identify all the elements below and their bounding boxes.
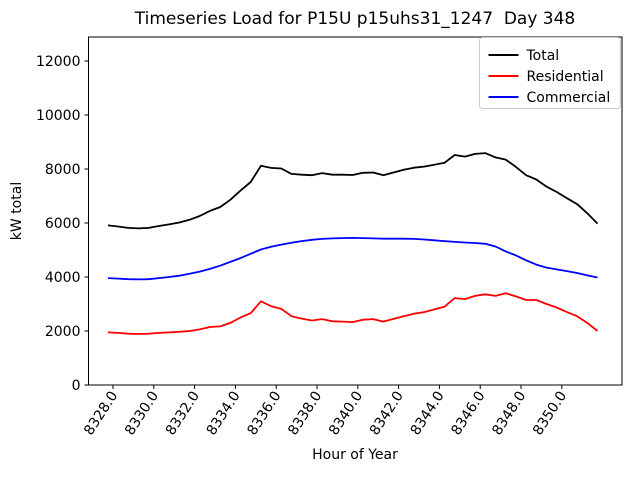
- series-line-commercial: [107, 236, 598, 281]
- plot-border: [88, 36, 623, 386]
- y-tick-label: 6000: [45, 216, 81, 232]
- legend-label-commercial: Commercial: [527, 90, 611, 106]
- series-line-total: [107, 152, 599, 230]
- x-tick-label: 8338.0: [285, 388, 325, 438]
- x-tick-label: 8332.0: [163, 388, 203, 438]
- x-tick-label: 8330.0: [122, 388, 162, 438]
- y-tick-label: 12000: [36, 54, 81, 70]
- x-tick-label: 8342.0: [367, 388, 407, 438]
- y-tick-label: 2000: [45, 324, 81, 340]
- y-tick-label: 8000: [45, 162, 81, 178]
- x-tick-label: 8344.0: [408, 388, 448, 438]
- y-tick-label: 4000: [45, 270, 81, 286]
- x-tick-label: 8346.0: [448, 388, 488, 438]
- legend-label-total: Total: [526, 48, 560, 64]
- x-tick-label: 8340.0: [326, 388, 366, 438]
- series-line-residential: [107, 292, 599, 335]
- chart-title: Timeseries Load for P15U p15uhs31_1247 D…: [134, 9, 576, 29]
- x-tick-label: 8328.0: [81, 388, 121, 438]
- x-tick-label: 8350.0: [530, 388, 570, 438]
- y-axis-label: kW total: [9, 182, 25, 240]
- x-axis-label: Hour of Year: [312, 447, 398, 463]
- y-tick-label: 10000: [36, 108, 81, 124]
- x-tick-label: 8336.0: [244, 388, 284, 438]
- x-tick-label: 8348.0: [489, 388, 529, 438]
- y-tick-label: 0: [72, 378, 81, 394]
- legend-label-residential: Residential: [527, 69, 604, 85]
- x-tick-label: 8334.0: [204, 388, 244, 438]
